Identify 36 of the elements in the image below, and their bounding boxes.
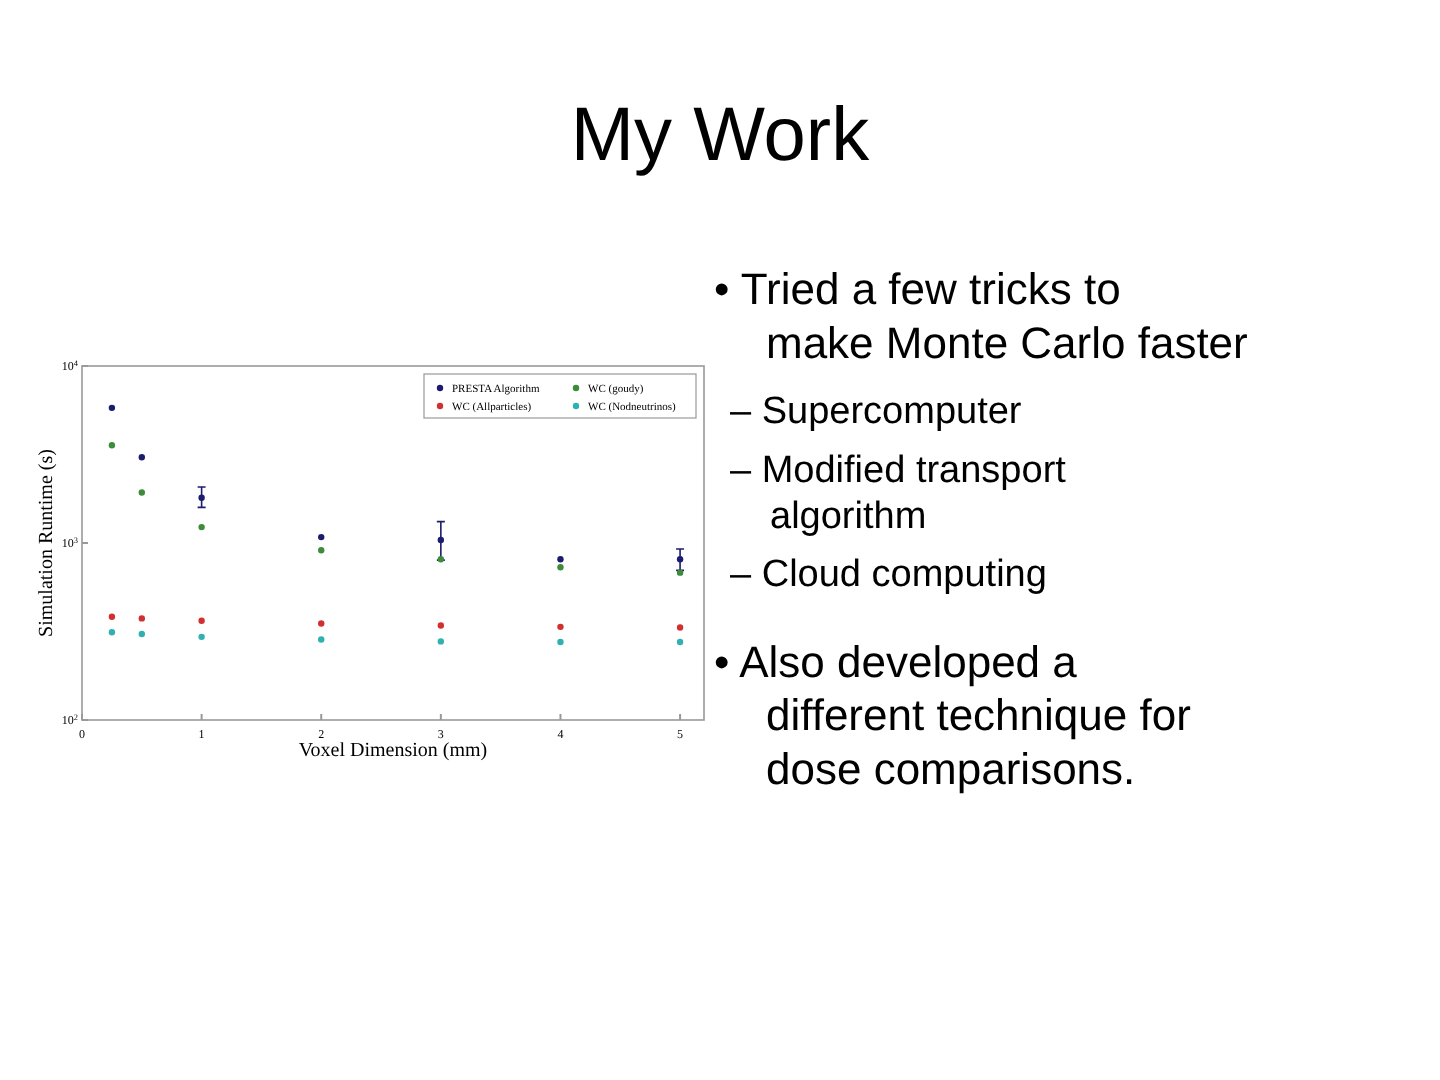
text: • Also developed a different technique for dose comparisons.: [714, 636, 1191, 795]
point: [108, 629, 116, 636]
point: [198, 494, 205, 502]
point: [138, 454, 146, 461]
point: [557, 638, 564, 646]
point: [676, 638, 684, 646]
point: [318, 547, 325, 554]
point: [557, 623, 564, 631]
point: [676, 624, 684, 631]
point: [108, 441, 116, 449]
point: [198, 523, 205, 531]
point: [138, 630, 146, 638]
text: – Modified transport algorithm: [730, 449, 1068, 539]
point: [557, 564, 564, 571]
text: – Supercomputer: [730, 391, 1023, 434]
point: [437, 556, 445, 563]
text: • Tried a few tricks to make Monte Carlo faster: [714, 264, 1248, 368]
point: [318, 620, 325, 627]
point: [676, 556, 684, 563]
point: [437, 536, 445, 544]
point: [198, 633, 205, 641]
y-axis-title: Simulation Runtime (s): [36, 449, 58, 637]
point: [676, 569, 684, 576]
point: [437, 622, 445, 629]
chart-title: My Work: [570, 94, 872, 178]
text: – Cloud computing: [730, 554, 1047, 597]
point: [198, 617, 205, 624]
point: [318, 636, 325, 643]
point: [138, 615, 146, 622]
point: [437, 638, 445, 645]
point: [108, 404, 116, 412]
point: [108, 613, 116, 620]
x-axis-title: Voxel Dimension (mm): [298, 740, 488, 762]
point: [557, 556, 564, 563]
point: [138, 489, 146, 496]
point: [318, 533, 325, 541]
